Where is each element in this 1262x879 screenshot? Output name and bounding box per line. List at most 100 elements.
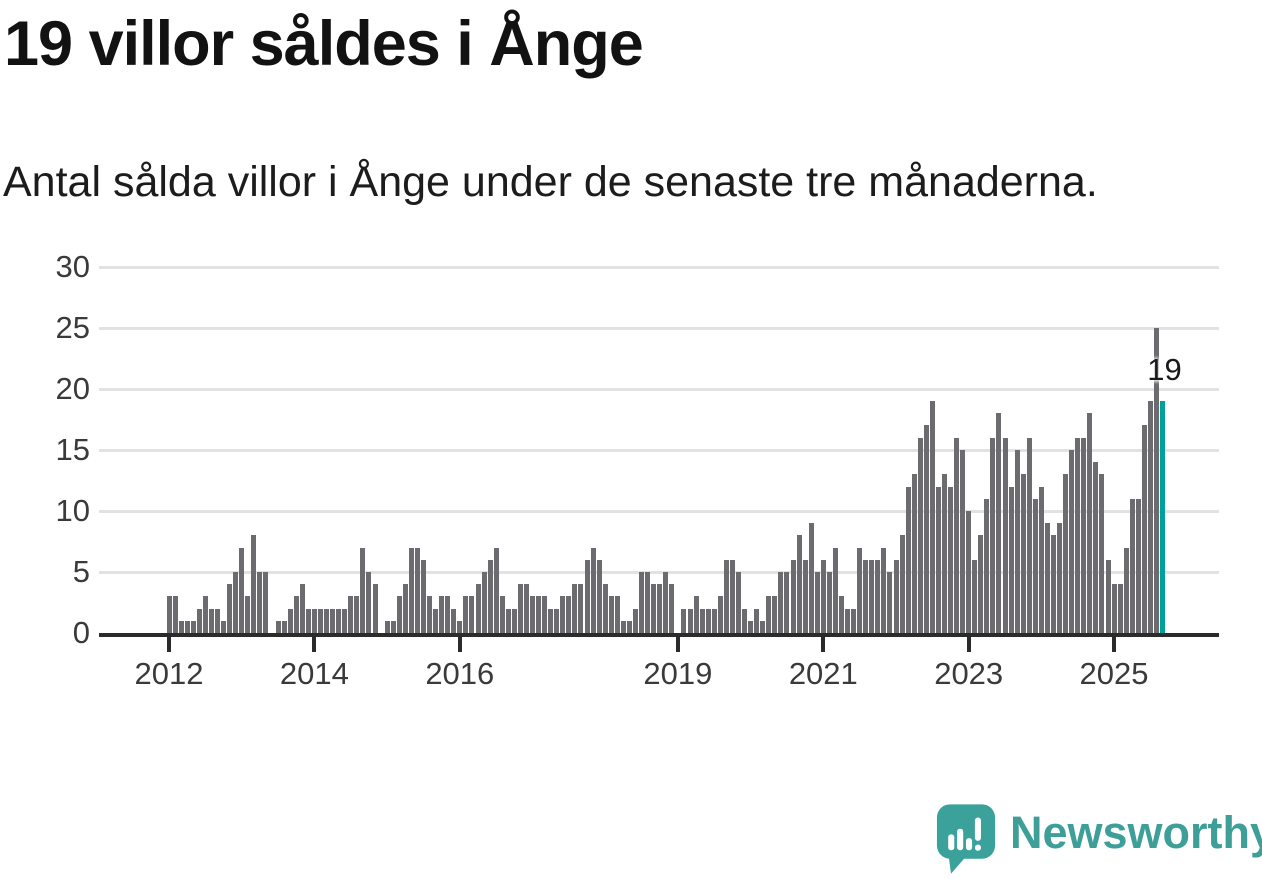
bar [602,584,608,633]
bar [275,620,281,633]
bar [227,584,233,633]
bar [233,572,239,634]
highlight-value-label: 19 [1147,352,1182,387]
x-tick-mark [167,637,171,652]
bar [875,559,881,633]
bar [305,608,311,633]
bar [1154,327,1159,634]
bar [1099,474,1105,633]
bar [699,608,705,633]
bar [1093,462,1099,633]
page-title: 19 villor såldes i Ånge [4,9,644,79]
bar [475,584,481,633]
bar [766,596,772,633]
bar [978,535,984,633]
bar [317,608,323,633]
bar [1123,547,1129,633]
bar [972,559,978,633]
bar [929,401,935,633]
gridline [99,571,1219,574]
newsworthy-wordmark: Newsworthy [1010,807,1262,858]
bar [336,608,342,633]
bar [1147,401,1153,633]
bar [960,449,966,634]
bar [487,559,493,633]
x-tick-mark [1112,637,1116,652]
bar [457,620,463,633]
bar [208,608,214,633]
bar [530,596,535,633]
bar [996,413,1002,633]
bar [172,596,178,633]
bar [184,620,190,633]
bar [1081,437,1087,633]
bar [1044,523,1050,633]
page-subtitle: Antal sålda villor i Ånge under de senas… [3,158,1098,206]
bar [190,620,196,633]
bar [433,608,439,633]
bar [1057,523,1062,633]
x-tick-mark [821,637,826,652]
bar [772,596,778,633]
bar [408,547,414,633]
bar [832,547,838,633]
bar [251,535,257,633]
bar [693,596,699,633]
bar [1020,474,1026,633]
bar [481,572,487,634]
x-tick-mark [966,637,971,652]
x-tick-label: 2016 [425,656,495,691]
bar [420,559,426,633]
bar [645,572,651,634]
y-tick-label: 25 [55,310,90,345]
bar [1008,486,1014,633]
bar [941,474,947,633]
bar [427,596,432,633]
bar [1111,584,1117,633]
bar [905,486,911,633]
x-tick-label: 2021 [788,656,858,691]
bar [814,572,820,634]
bar [760,620,766,633]
bar [663,572,669,634]
bar [748,620,754,633]
bar [736,572,741,634]
bar [299,584,305,633]
bar [820,559,826,633]
bar [215,608,220,633]
bar [554,608,560,633]
bar [402,584,408,633]
bar [287,608,293,633]
gridline [99,510,1219,513]
bar [263,572,269,634]
bar [324,608,329,633]
bar [1117,584,1123,633]
bar [196,608,202,633]
bar [923,425,929,633]
bar [869,559,875,633]
bar [1135,498,1141,633]
bar [633,608,638,633]
bar [626,620,632,633]
bar [608,596,614,633]
x-tick-mark [675,637,680,652]
highlighted-bar [1160,401,1165,633]
bar [1141,425,1147,633]
bar [778,572,784,634]
bar [1069,449,1075,634]
bar [505,608,511,633]
x-tick-label: 2019 [643,656,713,691]
bar [1032,498,1038,633]
bar [493,547,499,633]
x-tick-label: 2014 [279,656,349,691]
y-tick-label: 0 [72,615,90,650]
bar [863,559,869,633]
bar [935,486,941,633]
bar [390,620,396,633]
bar [990,437,996,633]
bar [917,437,923,633]
bar [784,572,790,634]
bar [572,584,578,633]
bar [687,608,693,633]
bar [1105,559,1111,633]
